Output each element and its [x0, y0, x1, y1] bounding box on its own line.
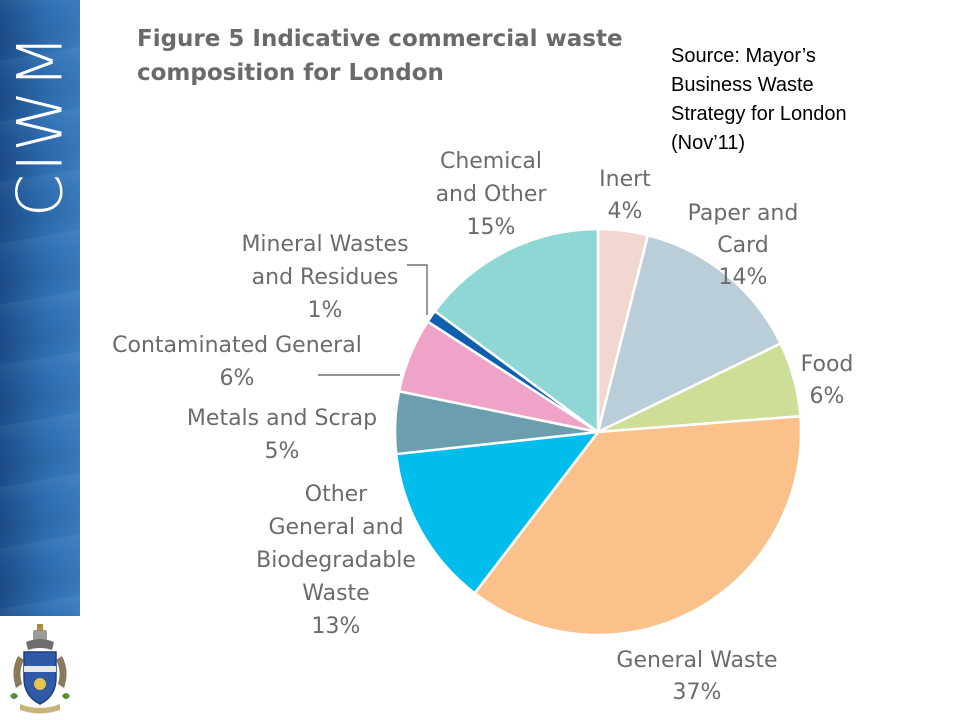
- slice-label-line: Metals and Scrap: [187, 406, 377, 431]
- source-line-3: Strategy for London: [671, 103, 847, 125]
- slice-label-line: Card: [717, 233, 768, 258]
- slice-label-line: General Waste: [616, 648, 777, 673]
- slice-labels: Inert 4% Paper and Card 14% Food 6% General Was…: [112, 149, 853, 705]
- brand-sidebar: CIWM: [0, 0, 80, 720]
- slice-label-paper: Paper and Card 14%: [688, 201, 799, 290]
- slice-label-line: 15%: [467, 215, 516, 240]
- slice-label-line: General and: [268, 515, 403, 540]
- pie-slice-other_general: [394, 430, 600, 595]
- slice-label-line: Paper and: [688, 201, 799, 226]
- slice-label-other_general: Other General and Biodegradable Waste 13%: [256, 482, 416, 639]
- slice-label-line: Other: [305, 482, 368, 507]
- source-note: Source: Mayor’s Business Waste Strategy …: [671, 42, 911, 158]
- pie-slices: [393, 227, 803, 637]
- source-line-4: (Nov’11): [671, 132, 746, 154]
- sidebar-texture: [0, 0, 80, 720]
- slice-label-line: 37%: [673, 680, 722, 705]
- slice-label-line: Chemical: [440, 149, 542, 174]
- slice-label-line: 4%: [608, 199, 643, 224]
- slice-label-inert: Inert 4%: [599, 167, 651, 224]
- pie-chart: Inert 4% Paper and Card 14% Food 6% General Was…: [112, 149, 853, 705]
- slice-label-metals: Metals and Scrap 5%: [187, 406, 377, 464]
- figure-title: Figure 5 Indicative commercial waste com…: [137, 22, 657, 90]
- pie-slice-chemical: [433, 227, 600, 434]
- slice-label-line: 13%: [312, 614, 361, 639]
- slice-label-food: Food 6%: [801, 352, 854, 409]
- slice-label-line: Inert: [599, 167, 651, 192]
- source-line-2: Business Waste: [671, 74, 814, 96]
- slice-label-chemical: Chemical and Other 15%: [436, 149, 548, 240]
- slice-label-line: Waste: [302, 581, 369, 606]
- slice-label-line: 5%: [265, 439, 300, 464]
- slice-label-line: 6%: [810, 384, 845, 409]
- crest-panel: [0, 616, 80, 720]
- crest-icon: [10, 624, 70, 714]
- slice-label-line: 6%: [220, 366, 255, 391]
- slice-label-mineral: Mineral Wastes and Residues 1%: [241, 232, 408, 323]
- figure-title-line-1: Figure 5 Indicative commercial waste: [137, 26, 623, 52]
- source-line-1: Source: Mayor’s: [671, 45, 816, 67]
- slice-label-line: Food: [801, 352, 854, 377]
- label-leaders: [318, 264, 428, 376]
- slice-label-line: Mineral Wastes: [241, 232, 408, 257]
- pie-slice-paper: [596, 234, 782, 434]
- slice-label-contaminated: Contaminated General 6%: [112, 333, 362, 391]
- slice-label-line: and Residues: [252, 265, 399, 290]
- slice-label-line: 1%: [308, 298, 343, 323]
- ciwm-logo-text: CIWM: [3, 32, 77, 218]
- slice-label-line: and Other: [436, 182, 548, 207]
- slice-label-general: General Waste 37%: [616, 648, 777, 705]
- slice-label-line: Contaminated General: [112, 333, 362, 358]
- slice-label-line: Biodegradable: [256, 548, 416, 573]
- slice-label-line: 14%: [719, 265, 768, 290]
- leader-mineral: [407, 264, 428, 315]
- figure-title-line-2: composition for London: [137, 60, 444, 86]
- pie-slice-general: [473, 414, 803, 637]
